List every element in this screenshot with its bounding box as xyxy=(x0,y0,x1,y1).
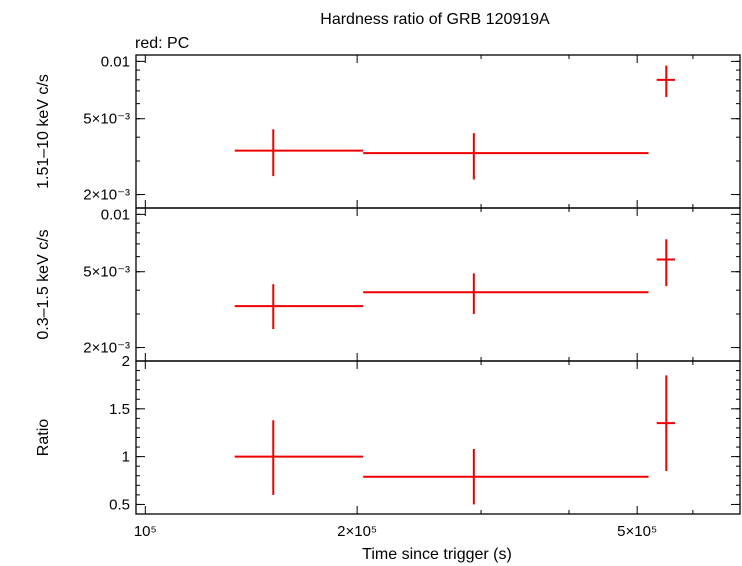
y-tick-label: 2 xyxy=(122,353,130,370)
data-point xyxy=(363,448,649,505)
y-axis-label: 0.3–1.5 keV c/s xyxy=(35,229,52,339)
x-axis-label: Time since trigger (s) xyxy=(362,546,512,563)
y-tick-label: 5×10⁻³ xyxy=(83,264,130,281)
panel-bottom: 2 1.5 1 0.5 Ratio xyxy=(35,353,741,515)
y-tick-label: 5×10⁻³ xyxy=(83,111,130,128)
panel-frame xyxy=(135,54,741,209)
y-tick-label: 1 xyxy=(122,449,130,466)
series-legend: red: PC xyxy=(135,35,189,52)
panels-group: 0.01 5×10⁻³ 2×10⁻³ 1.51–10 keV c/s 0.01 5×10⁻… xyxy=(35,53,741,540)
panel-frame xyxy=(135,207,741,362)
y-axis-label: 1.51–10 keV c/s xyxy=(35,74,52,189)
y-tick-label: 0.01 xyxy=(101,206,130,223)
y-tick-label: 2×10⁻³ xyxy=(83,187,130,204)
panel-middle: 0.01 5×10⁻³ 2×10⁻³ 0.3–1.5 keV c/s xyxy=(35,206,741,362)
data-point xyxy=(656,65,676,98)
data-point xyxy=(656,375,676,471)
y-tick-label: 1.5 xyxy=(109,401,130,418)
panel-frame xyxy=(135,360,741,515)
y-tick-label: 0.5 xyxy=(109,496,130,513)
data-point xyxy=(234,284,364,330)
data-point xyxy=(363,273,649,314)
x-tick-label: 2×10⁵ xyxy=(337,523,377,540)
data-point xyxy=(234,129,364,177)
data-point xyxy=(234,420,364,495)
data-point xyxy=(363,133,649,180)
y-tick-label: 0.01 xyxy=(101,53,130,70)
panel-top: 0.01 5×10⁻³ 2×10⁻³ 1.51–10 keV c/s xyxy=(35,53,741,209)
y-tick-label: 2×10⁻³ xyxy=(83,340,130,357)
data-point xyxy=(656,239,676,287)
x-tick-label: 5×10⁵ xyxy=(617,523,657,540)
y-axis-label: Ratio xyxy=(35,419,52,456)
x-tick-label: 10⁵ xyxy=(134,523,157,540)
chart-title: Hardness ratio of GRB 120919A xyxy=(320,11,550,28)
